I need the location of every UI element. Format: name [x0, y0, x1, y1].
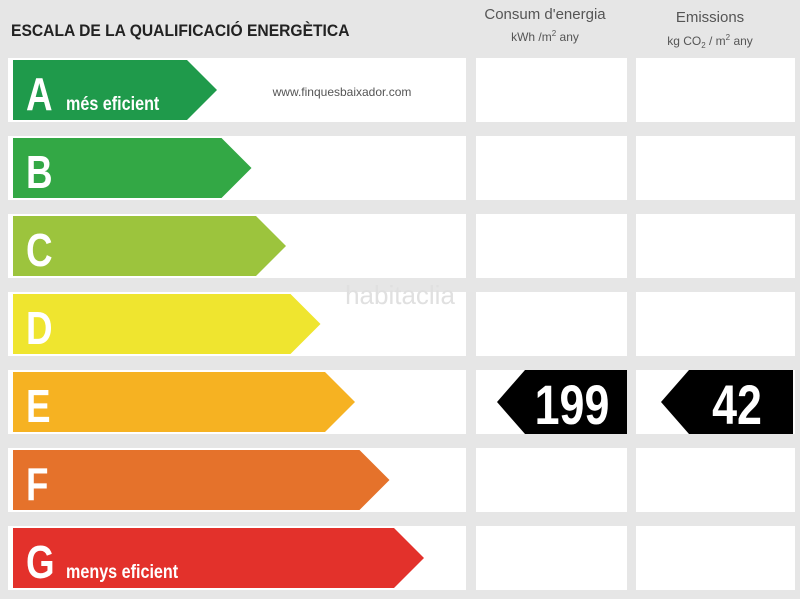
emissions-cell: [636, 526, 795, 590]
rating-arrow: [13, 60, 217, 120]
rating-arrow: [13, 528, 424, 588]
unit-part: kg CO: [667, 34, 701, 48]
consumption-indicator: [497, 370, 627, 434]
emissions-value: 42: [712, 373, 762, 436]
rating-label: menys eficient: [66, 561, 178, 583]
consumption-value: 199: [535, 373, 610, 436]
title: ESCALA DE LA QUALIFICACIÓ ENERGÈTICA: [11, 20, 350, 40]
rating-arrow: [13, 294, 321, 354]
consumption-title: Consum d'energia: [484, 6, 606, 23]
rating-arrow: [13, 138, 252, 198]
rating-letter: E: [26, 380, 51, 432]
consumption-cell: [476, 448, 627, 512]
unit: kg CO2 / m2 any: [667, 33, 753, 50]
rating-letter: C: [26, 224, 53, 276]
rating-arrow: [13, 450, 390, 510]
consumption-cell: [476, 526, 627, 590]
rating-letter: D: [26, 302, 53, 354]
emissions-cell: [636, 136, 795, 200]
rating-letter: G: [26, 536, 55, 588]
rating-arrow: [13, 216, 286, 276]
consumption-cell: [476, 214, 627, 278]
emissions-title: Emissions: [676, 9, 744, 26]
unit: kWh /m2 any: [511, 29, 579, 44]
consumption-cell: [476, 58, 627, 122]
watermark-url: www.finquesbaixador.com: [272, 85, 412, 99]
consumption-cell: [476, 136, 627, 200]
emissions-cell: [636, 292, 795, 356]
unit-part: any: [556, 30, 579, 44]
watermark-logo: habitaclia: [345, 280, 455, 310]
unit-part: 2: [701, 41, 706, 50]
rating-letter: F: [26, 458, 48, 510]
emissions-cell: [636, 448, 795, 512]
unit-part: any: [730, 34, 753, 48]
unit-part: / m: [706, 34, 726, 48]
consumption-cell: [476, 292, 627, 356]
rating-label: més eficient: [66, 93, 159, 115]
rating-arrow: [13, 372, 355, 432]
emissions-cell: [636, 58, 795, 122]
unit-part: 2: [552, 29, 557, 38]
rating-letter: B: [26, 146, 53, 198]
rating-letter: A: [26, 68, 53, 120]
emissions-cell: [636, 214, 795, 278]
emissions-indicator: [661, 370, 793, 434]
unit-part: 2: [726, 33, 731, 42]
unit-part: kWh /m: [511, 30, 552, 44]
